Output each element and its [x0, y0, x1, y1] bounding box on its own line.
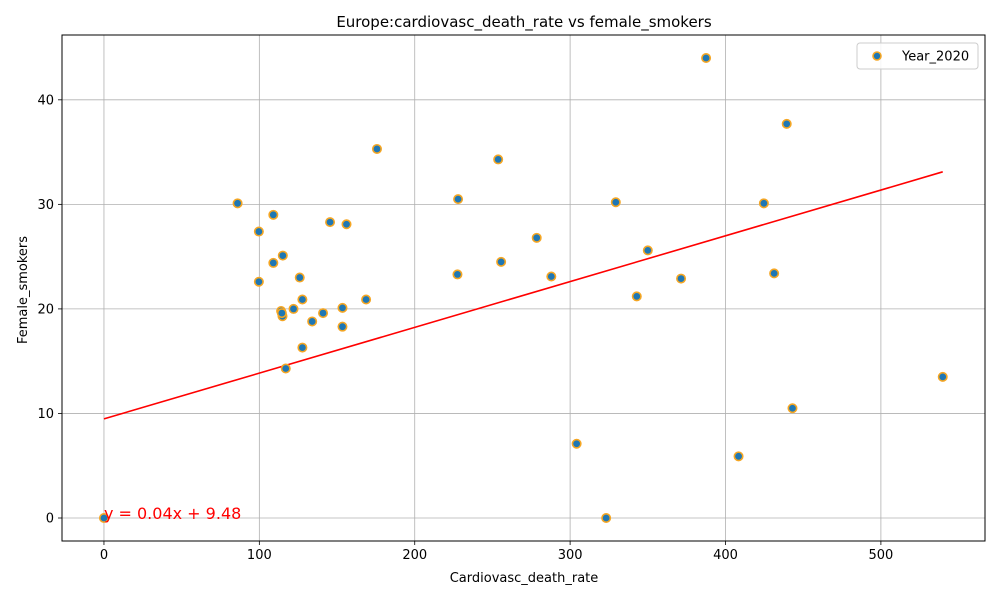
data-point — [325, 217, 336, 228]
data-point — [288, 303, 299, 314]
regression-equation: y = 0.04x + 9.48 — [104, 504, 241, 523]
data-point — [546, 271, 557, 282]
legend-marker — [872, 51, 882, 61]
data-point — [318, 308, 329, 319]
data-point — [341, 219, 352, 230]
data-point — [452, 269, 463, 280]
data-point — [294, 272, 305, 283]
chart-title: Europe:cardiovasc_death_rate vs female_s… — [336, 13, 712, 32]
data-point — [531, 232, 542, 243]
y-axis-ticks: 0 10 20 30 40 — [37, 93, 62, 527]
data-point — [769, 268, 780, 279]
y-tick-label: 30 — [37, 198, 54, 213]
y-tick-label: 40 — [37, 93, 54, 108]
y-tick-label: 20 — [37, 302, 54, 317]
x-axis-title: Cardiovasc_death_rate — [450, 571, 599, 586]
data-point — [371, 143, 382, 154]
regression-line-group — [103, 171, 943, 420]
x-tick-label: 300 — [558, 548, 583, 563]
y-tick-label: 0 — [46, 512, 54, 527]
data-point — [98, 512, 109, 523]
x-tick-label: 500 — [868, 548, 893, 563]
data-point — [571, 438, 582, 449]
data-point — [253, 226, 264, 237]
data-point — [631, 291, 642, 302]
data-point — [701, 52, 712, 63]
data-point — [676, 273, 687, 284]
data-point — [601, 512, 612, 523]
data-point — [937, 371, 948, 382]
data-point — [337, 321, 348, 332]
data-point — [280, 363, 291, 374]
y-tick-label: 10 — [37, 407, 54, 422]
x-tick-label: 200 — [402, 548, 427, 563]
data-point — [297, 342, 308, 353]
data-point — [268, 209, 279, 220]
legend: Year_2020 — [856, 42, 979, 70]
x-axis-ticks: 0 100 200 300 400 500 — [100, 541, 893, 563]
data-point — [781, 118, 792, 129]
data-point — [642, 245, 653, 256]
data-point — [307, 316, 318, 327]
x-tick-label: 400 — [713, 548, 738, 563]
data-point — [337, 302, 348, 313]
legend-entry-label: Year_2020 — [901, 50, 969, 65]
data-point — [277, 250, 288, 261]
plot-frame — [61, 34, 986, 542]
data-point — [253, 276, 264, 287]
data-point — [453, 194, 464, 205]
x-tick-label: 0 — [100, 548, 108, 563]
x-tick-label: 100 — [247, 548, 272, 563]
data-point — [268, 257, 279, 268]
y-axis-title: Female_smokers — [16, 236, 31, 344]
scatter-points — [98, 52, 948, 523]
data-point — [610, 197, 621, 208]
data-point — [361, 294, 372, 305]
data-point — [758, 198, 769, 209]
data-point — [496, 256, 507, 267]
legend-box — [856, 42, 979, 70]
plot-area — [62, 35, 985, 541]
data-point — [733, 451, 744, 462]
data-point — [276, 308, 287, 319]
data-point — [297, 294, 308, 305]
regression-line — [103, 171, 943, 420]
data-point — [493, 154, 504, 165]
data-point — [232, 198, 243, 209]
data-point — [787, 403, 798, 414]
